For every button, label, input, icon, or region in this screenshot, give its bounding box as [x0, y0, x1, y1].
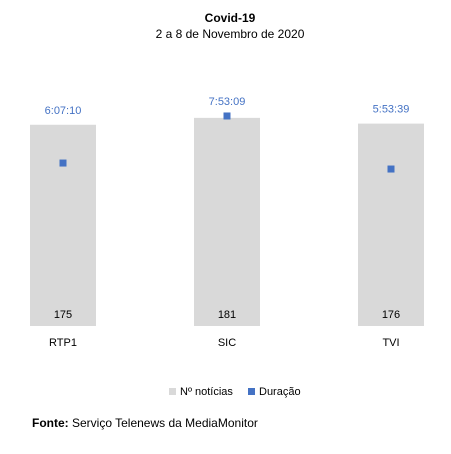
- category-label-sic: SIC: [218, 337, 236, 349]
- bar-rtp1: [30, 124, 96, 326]
- plot-area: 175 RTP1 6:07:10 181 SIC 7:53:09 176 TVI 5:53:39: [30, 96, 424, 349]
- category-label-rtp1: RTP1: [49, 337, 77, 349]
- chart-title: Covid-19: [205, 11, 256, 25]
- bar-value-label-tvi: 176: [382, 309, 400, 321]
- duration-point-rtp1: [59, 159, 67, 167]
- duration-point-sic: [223, 112, 231, 120]
- bar-value-label-sic: 181: [218, 309, 236, 321]
- duration-label-tvi: 5:53:39: [373, 104, 410, 116]
- legend-label-points: Duração: [259, 386, 301, 398]
- bar-value-label-rtp1: 175: [54, 309, 72, 321]
- source-text: Serviço Telenews da MediaMonitor: [68, 416, 258, 430]
- duration-label-rtp1: 6:07:10: [45, 105, 82, 117]
- source-note: Fonte: Serviço Telenews da MediaMonitor: [32, 416, 258, 430]
- duration-point-tvi: [387, 165, 395, 173]
- chart-subtitle: 2 a 8 de Novembro de 2020: [156, 27, 305, 41]
- chart: Covid-19 2 a 8 de Novembro de 2020 175 RT…: [30, 11, 424, 398]
- legend-label-bars: Nº notícias: [180, 386, 233, 398]
- bar-sic: [194, 117, 260, 326]
- legend-swatch-points: [248, 388, 255, 395]
- source-label: Fonte:: [32, 416, 69, 430]
- legend-swatch-bars: [169, 388, 176, 395]
- bar-tvi: [358, 123, 424, 326]
- duration-label-sic: 7:53:09: [209, 96, 246, 108]
- category-label-tvi: TVI: [382, 337, 399, 349]
- legend: Nº notícias Duração: [169, 386, 301, 398]
